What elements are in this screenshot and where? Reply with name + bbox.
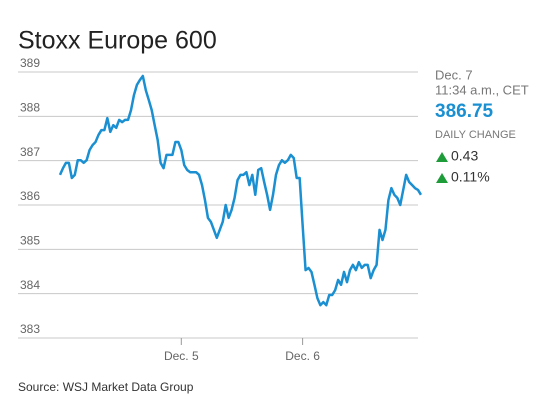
info-date: Dec. 7 (435, 67, 473, 82)
info-change-label: DAILY CHANGE (435, 129, 516, 141)
source: Source: WSJ Market Data Group (18, 380, 194, 394)
y-tick-label: 389 (20, 56, 40, 70)
y-tick-label: 387 (20, 145, 40, 159)
up-arrow (436, 173, 448, 183)
chart-title: Stoxx Europe 600 (18, 27, 217, 55)
info-time: 11:34 a.m., CET (435, 82, 529, 97)
y-tick-label: 383 (20, 322, 40, 336)
price-line (58, 74, 423, 307)
info-change: 0.43 (451, 148, 478, 164)
y-tick-label: 388 (20, 101, 40, 115)
info-change-pct: 0.11% (451, 169, 490, 185)
y-tick-label: 386 (20, 189, 40, 203)
up-arrow (436, 152, 448, 162)
info-price: 386.75 (435, 101, 494, 122)
x-tick-label: Dec. 6 (285, 349, 320, 363)
x-tick-label: Dec. 5 (164, 349, 199, 363)
y-tick-label: 385 (20, 234, 40, 248)
y-tick-label: 384 (20, 278, 40, 292)
